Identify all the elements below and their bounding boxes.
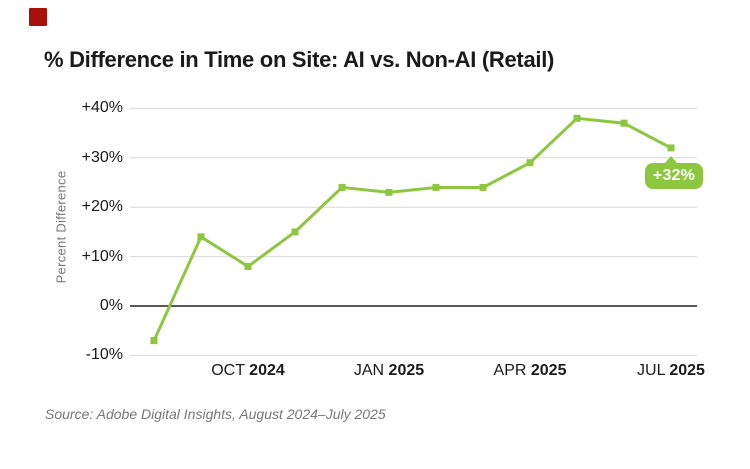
x-tick-year: 2024 [249,362,285,379]
data-point-marker [620,119,628,127]
y-tick-label: +40% [81,99,123,116]
x-tick-month: OCT [211,362,245,379]
y-tick-label: 0% [99,297,123,314]
x-tick-label: JAN 2025 [354,361,424,381]
x-tick-label: OCT 2024 [211,361,285,381]
data-point-marker [197,233,205,241]
x-tick-month: JAN [353,362,385,379]
y-tick-label: +30% [81,149,123,166]
data-point-marker [667,144,675,152]
callout-value: +32% [652,167,696,184]
callout-badge: +32% [645,156,703,189]
data-point-marker [244,262,252,270]
data-point-marker [385,188,393,196]
y-tick-label: +20% [81,198,123,215]
trend-line [152,116,672,342]
x-tick-month: APR [493,362,527,379]
data-point-marker [291,228,299,236]
chart-title: % Difference in Time on Site: AI vs. Non… [44,47,555,72]
source-note: Source: Adobe Digital Insights, August 2… [45,406,386,422]
data-point-marker [573,114,581,122]
data-point-marker [479,183,487,191]
x-tick-year: 2025 [388,362,425,379]
data-point-marker [526,159,534,167]
x-tick-year: 2025 [530,362,567,379]
y-tick-label: -10% [85,346,123,363]
brand-mark-icon [29,8,47,26]
x-tick-label: APR 2025 [494,361,567,381]
data-point-marker [432,183,440,191]
x-tick-month: JUL [637,362,665,379]
data-point-marker [338,183,346,191]
x-tick-year: 2025 [669,362,705,379]
y-tick-label: +10% [81,248,123,265]
x-tick-label: JUL 2025 [637,361,705,381]
data-point-marker [150,337,158,345]
